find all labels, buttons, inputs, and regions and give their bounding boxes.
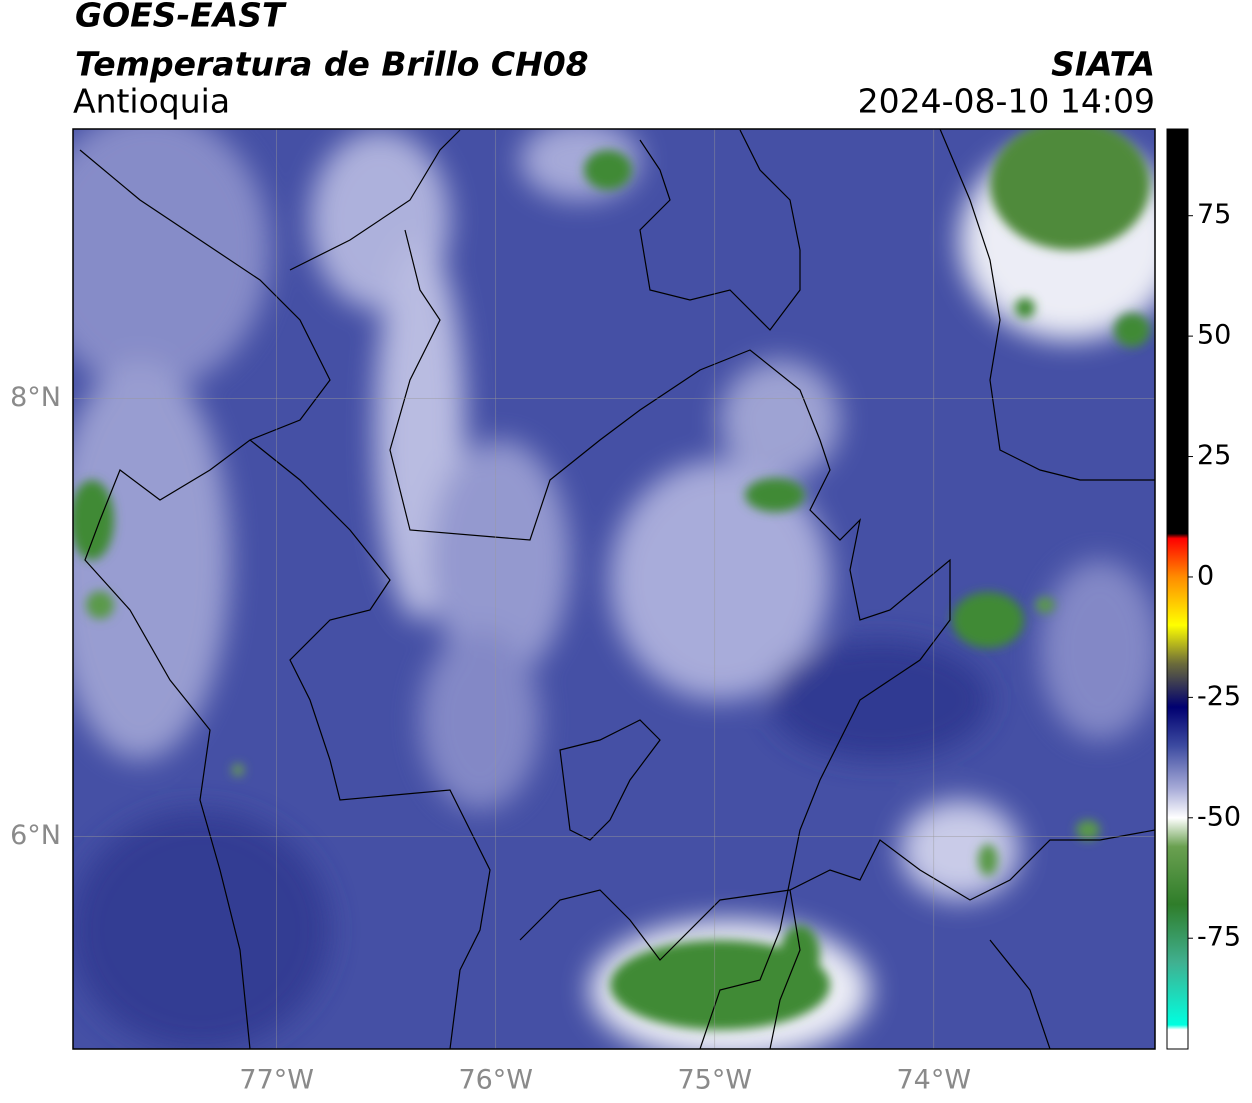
datetime-label: 2024-08-10 14:09	[858, 82, 1155, 121]
y-tick-label: 6°N	[10, 820, 61, 851]
product-title: Temperatura de Brillo CH08	[75, 45, 589, 84]
x-tick-label: 75°W	[677, 1065, 752, 1096]
satellite-title: GOES-EAST	[75, 0, 287, 35]
grid	[73, 129, 1155, 1049]
borders	[79, 129, 1155, 1049]
colorbar-tick-label: 75	[1197, 199, 1231, 230]
satellite-image	[73, 129, 1155, 1049]
y-tick-label: 8°N	[10, 382, 61, 413]
colorbar	[1166, 128, 1189, 1050]
ticks: 77°W 76°W 75°W 74°W 8°N 6°N 75 50 25 0 -25 -50 -75	[10, 199, 1241, 1095]
map-frame	[72, 128, 1156, 1050]
colorbar-tick-label: 50	[1197, 320, 1231, 351]
colorbar-tick-label: -75	[1197, 922, 1241, 953]
colorbar-tick-label: -25	[1197, 681, 1241, 712]
colorbar-tick-label: 25	[1197, 440, 1231, 471]
colorbar-tick-label: -50	[1197, 801, 1241, 832]
colorbar-tick-label: 0	[1197, 560, 1214, 591]
region-label: Antioquia	[73, 82, 230, 121]
x-tick-label: 74°W	[897, 1065, 972, 1096]
x-tick-label: 76°W	[458, 1065, 533, 1096]
source-label: SIATA	[1051, 45, 1155, 84]
x-tick-label: 77°W	[239, 1065, 314, 1096]
